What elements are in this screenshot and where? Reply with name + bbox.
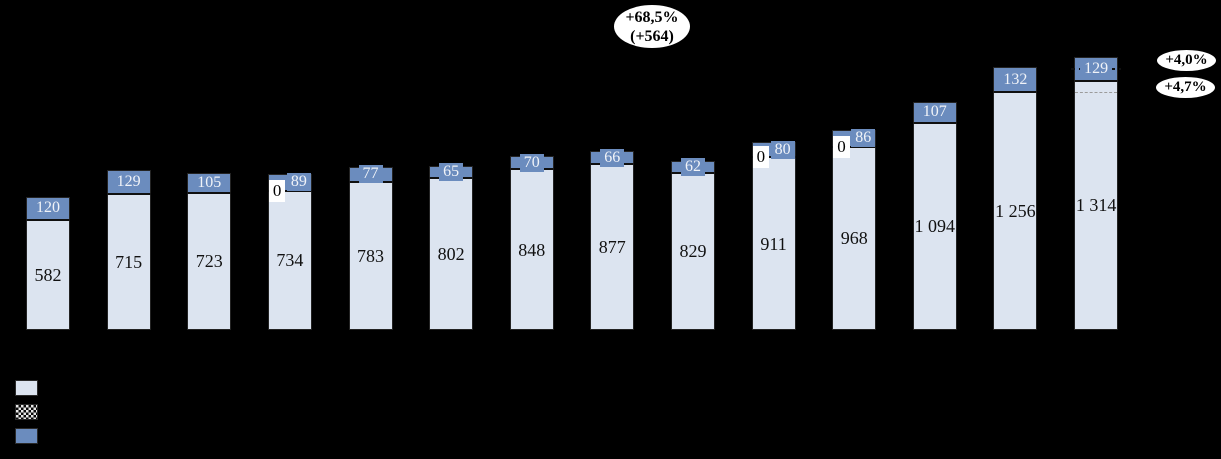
bar-top-value: 132 — [999, 70, 1032, 89]
bar: 62 829 — [671, 158, 715, 330]
bar-main-segment — [106, 194, 151, 330]
bar-top-value: 77 — [358, 165, 383, 184]
top-segment-growth-callout: +4,0% — [1155, 48, 1218, 73]
bar-top-value: 70 — [519, 153, 544, 172]
bar-top-value: 80 — [770, 140, 795, 159]
top-segment-growth-percent: +4,0% — [1165, 52, 1208, 68]
bar-top-value: 66 — [600, 148, 625, 167]
bar-main-segment — [429, 177, 474, 330]
bar: 70 848 — [509, 153, 554, 330]
legend-swatch-light — [15, 380, 38, 396]
bar: 129 715 — [106, 170, 151, 330]
bar-main-segment — [348, 181, 393, 330]
bar-main-value: 783 — [357, 245, 384, 266]
bar-main-segment — [832, 146, 877, 330]
total-growth-absolute: (+564) — [630, 27, 674, 45]
bar-main-value: 829 — [679, 241, 707, 262]
bar-top-value: 65 — [439, 162, 464, 181]
bar-top-value: 129 — [112, 173, 145, 192]
bar-main-segment — [267, 190, 312, 330]
bar-zero-value: 0 — [833, 135, 850, 158]
bar-main-value: 1 256 — [995, 201, 1036, 221]
bar: 129 1 314 — [1071, 56, 1122, 330]
bar-zero-value: 0 — [268, 179, 286, 202]
bar: 86 0 968 — [832, 129, 877, 330]
bar: 89 0 734 — [267, 173, 312, 330]
bar: 132 1 256 — [993, 67, 1038, 330]
bar-main-value: 848 — [518, 239, 546, 260]
bar-main-segment — [26, 219, 70, 330]
bar-top-value: 107 — [918, 103, 951, 122]
bar-top-value: 62 — [681, 158, 705, 177]
bar-main-value: 1 094 — [914, 216, 956, 237]
bar-main-value: 715 — [115, 252, 143, 273]
main-segment-growth-percent: +4,7% — [1164, 79, 1207, 95]
bar-top-value: 105 — [193, 173, 226, 192]
bar: 120 582 — [26, 197, 70, 330]
bar-main-value: 582 — [34, 264, 62, 285]
bar: 65 802 — [429, 162, 474, 330]
bar: 77 783 — [348, 165, 393, 330]
bar-main-value: 734 — [276, 250, 304, 271]
bar-main-value: 1 314 — [1075, 195, 1117, 216]
bar-top-value: 120 — [32, 199, 64, 218]
bar: 105 723 — [187, 173, 232, 330]
bar-main-value: 911 — [760, 233, 787, 254]
total-growth-callout: +68,5% (+564) — [612, 3, 692, 50]
bar-main-segment — [590, 163, 635, 330]
bar: 66 877 — [590, 148, 635, 330]
bar-top-value: 89 — [286, 173, 311, 192]
legend-swatch-hatched — [15, 404, 38, 420]
bar-main-segment — [1074, 80, 1119, 330]
bar-main-value: 723 — [195, 251, 223, 272]
bar-main-value: 877 — [598, 236, 626, 257]
bar-main-value: 802 — [437, 243, 465, 264]
bar-main-segment — [187, 192, 232, 330]
bar-main-value: 968 — [840, 228, 868, 249]
bar-top-value: 86 — [851, 129, 876, 148]
total-growth-percent: +68,5% — [625, 8, 679, 26]
bar: 80 0 911 — [751, 140, 796, 330]
bar: 107 1 094 — [912, 102, 957, 330]
previous-year-level-dashed-line — [1075, 91, 1118, 93]
bar-main-segment — [671, 172, 715, 330]
bar-top-value: 129 — [1080, 59, 1113, 78]
main-segment-growth-callout: +4,7% — [1154, 75, 1217, 100]
legend-swatch-blue — [15, 428, 38, 444]
bar-main-segment — [993, 92, 1038, 330]
bar-zero-value: 0 — [752, 146, 770, 169]
bar-main-segment — [912, 122, 957, 330]
